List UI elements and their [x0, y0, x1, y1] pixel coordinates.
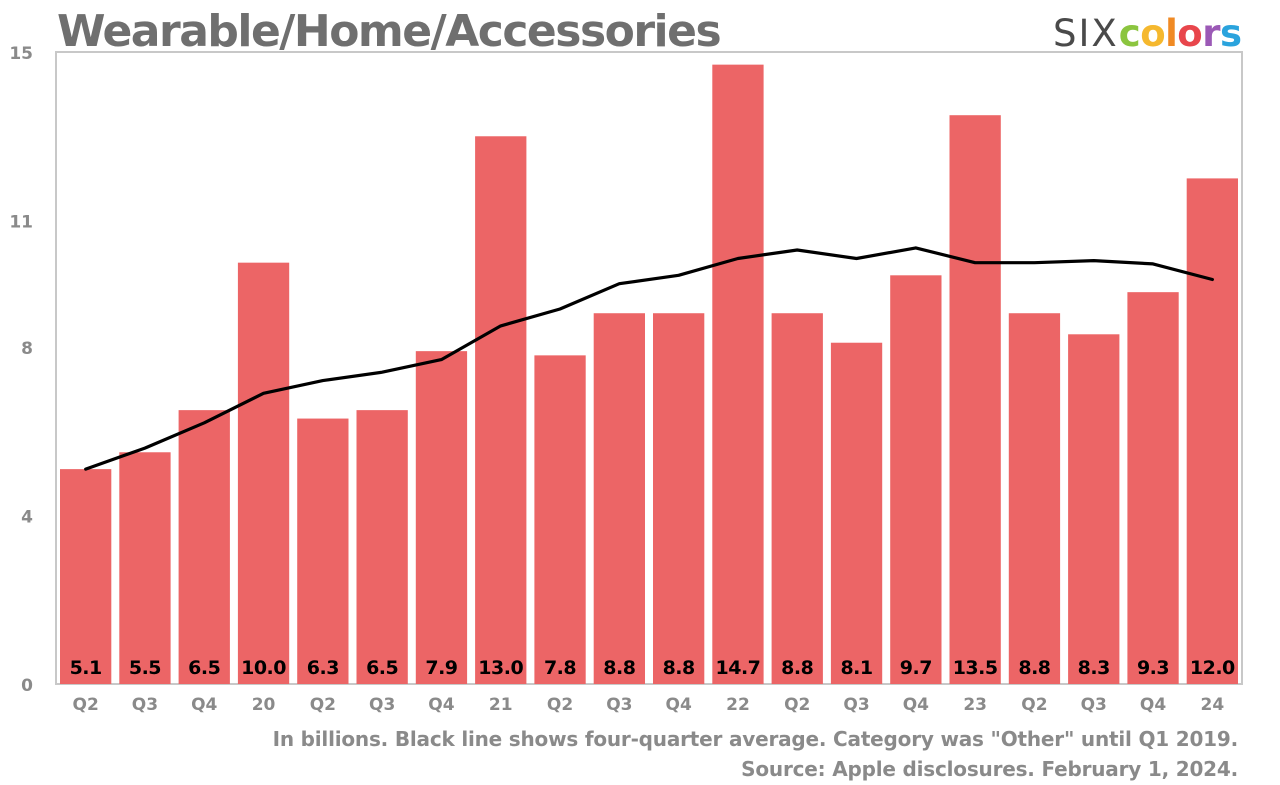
bar-value-label: 13.5 [953, 657, 998, 679]
bar [890, 275, 942, 684]
bar-value-label: 8.8 [1018, 657, 1050, 679]
bar-value-label: 5.1 [70, 657, 102, 679]
bar [1127, 292, 1179, 684]
x-tick-label: Q2 [1021, 695, 1047, 715]
bar [415, 351, 468, 684]
x-tick-label: Q4 [1140, 695, 1166, 715]
bar [356, 410, 408, 684]
bar-value-label: 6.5 [366, 657, 398, 679]
sixcolors-logo: SIXcolors [1053, 12, 1242, 55]
bar-value-label: 12.0 [1190, 657, 1235, 679]
y-tick-label: 11 [9, 213, 33, 233]
bar-value-label: 8.1 [840, 657, 872, 679]
x-tick-label: 24 [1201, 695, 1225, 715]
bar [1068, 334, 1120, 684]
bar-value-label: 8.8 [781, 657, 813, 679]
bar-value-label: 6.3 [307, 657, 339, 679]
bar-value-label: 8.8 [663, 657, 695, 679]
y-tick-label: 4 [21, 507, 33, 527]
x-tick-label: 20 [252, 695, 276, 715]
x-tick-label: Q3 [843, 695, 869, 715]
bar-value-label: 13.0 [478, 657, 523, 679]
y-tick-label: 0 [21, 676, 33, 696]
x-tick-label: Q3 [606, 695, 632, 715]
bar [297, 418, 349, 684]
bar-value-label: 6.5 [188, 657, 220, 679]
y-tick-label: 15 [9, 44, 33, 64]
bar-value-label: 5.5 [129, 657, 161, 679]
x-tick-label: Q4 [428, 695, 454, 715]
bar [771, 313, 823, 684]
x-tick-label: Q3 [132, 695, 158, 715]
bar [593, 313, 645, 684]
x-tick-label: Q3 [369, 695, 395, 715]
bar [534, 355, 586, 684]
logo-colors: colors [1119, 12, 1242, 55]
y-tick-label: 8 [21, 339, 33, 359]
four-quarter-average-line [84, 246, 1215, 471]
bar [830, 342, 883, 684]
x-tick-label: Q3 [1081, 695, 1107, 715]
x-tick-label: Q4 [191, 695, 217, 715]
plot-frame [55, 51, 1243, 685]
bar [237, 262, 290, 684]
bar [119, 452, 171, 684]
bar [712, 64, 764, 684]
bar [653, 313, 705, 684]
logo-letter: l [1165, 12, 1178, 55]
x-tick-label: Q4 [666, 695, 692, 715]
logo-letter: r [1202, 12, 1220, 55]
bar-value-label: 14.7 [716, 657, 761, 679]
x-tick-label: 23 [963, 695, 987, 715]
bar-value-label: 9.3 [1137, 657, 1169, 679]
bar-value-label: 8.3 [1078, 657, 1110, 679]
logo-letter: o [1177, 12, 1203, 55]
bar [475, 136, 527, 684]
x-tick-label: Q4 [903, 695, 929, 715]
bar [178, 410, 230, 684]
x-tick-label: 21 [489, 695, 513, 715]
x-tick-label: Q2 [310, 695, 336, 715]
bar [949, 115, 1001, 684]
bar [60, 469, 112, 684]
footnote: In billions. Black line shows four-quart… [272, 727, 1239, 751]
logo-letter: s [1219, 12, 1242, 55]
source-note: Source: Apple disclosures. February 1, 2… [741, 757, 1238, 781]
logo-letter: o [1140, 12, 1166, 55]
bar-value-label: 10.0 [241, 657, 286, 679]
bar-value-label: 7.8 [544, 657, 576, 679]
x-tick-label: 22 [726, 695, 750, 715]
logo-letter: c [1118, 12, 1141, 55]
bar-value-label: 8.8 [603, 657, 635, 679]
bar [1186, 178, 1238, 684]
x-tick-label: Q2 [547, 695, 573, 715]
x-tick-label: Q2 [784, 695, 810, 715]
logo-six: SIX [1053, 12, 1119, 55]
chart-title: Wearable/Home/Accessories [57, 6, 722, 57]
bar [1008, 313, 1061, 684]
bar-value-label: 7.9 [425, 657, 457, 679]
bar-value-label: 9.7 [900, 657, 932, 679]
x-tick-label: Q2 [73, 695, 99, 715]
